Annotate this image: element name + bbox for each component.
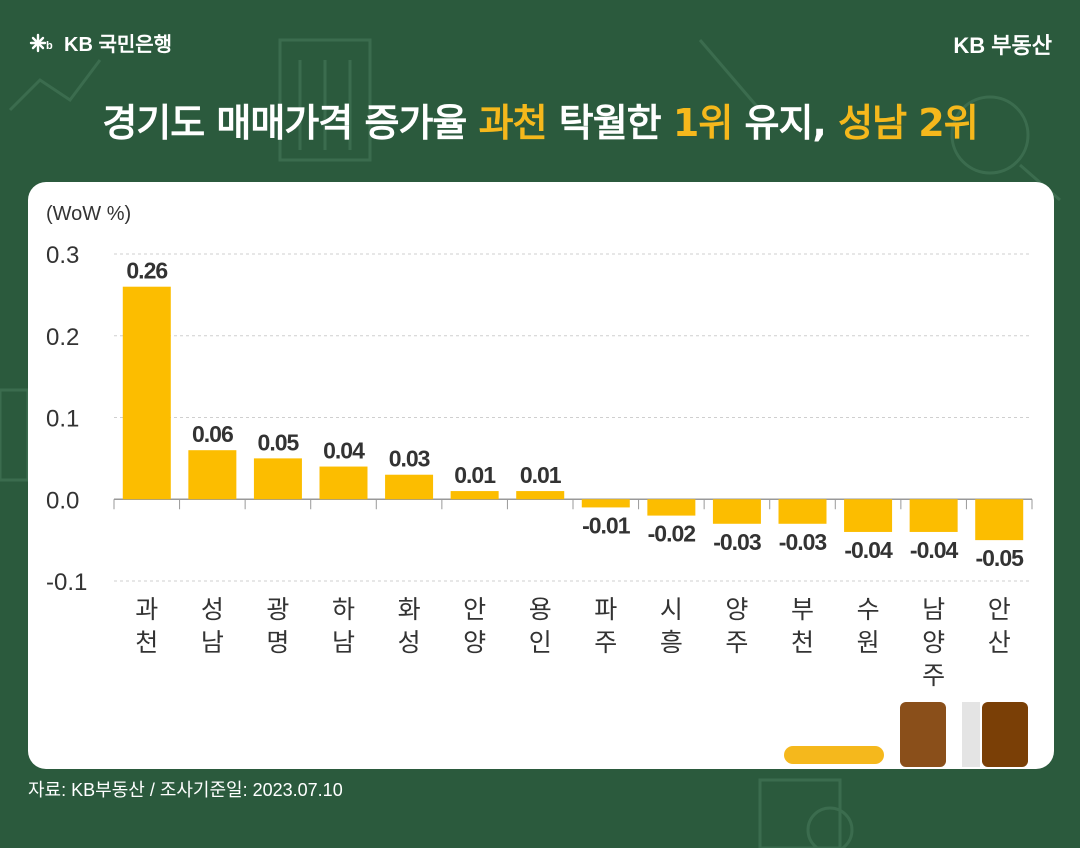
bar-시흥 <box>647 499 696 516</box>
bar-광명 <box>253 458 302 500</box>
data-label: 0.03 <box>389 446 430 472</box>
y-tick-label: 0.2 <box>46 324 79 351</box>
data-label: -0.04 <box>844 537 893 563</box>
bar-남양주 <box>909 499 958 532</box>
title-highlight-3: 성남 2위 <box>838 101 979 145</box>
bar-안산 <box>975 499 1024 541</box>
data-label: 0.06 <box>192 421 233 447</box>
title-highlight-1: 과천 <box>478 101 548 145</box>
title-part-2: 탁월한 <box>546 101 673 145</box>
data-label: 0.01 <box>520 462 562 488</box>
decor-brown-block <box>900 702 946 767</box>
title-part-1: 경기도 매매가격 증가율 <box>102 101 479 145</box>
bar-chart: (WoW %) 0.26 0.06 0.05 0.04 0.03 0.01 0.01 -0.0… <box>46 203 1033 690</box>
title-part-3: 유지, <box>732 101 839 145</box>
bar-안양 <box>450 491 499 500</box>
bar-수원 <box>844 499 893 532</box>
page-title: 경기도 매매가격 증가율 과천 탁월한 1위 유지, 성남 2위 <box>0 92 1080 147</box>
kb-bank-logo: b KB 국민은행 <box>28 28 172 57</box>
bar-과천 <box>122 286 171 500</box>
data-label: 0.04 <box>323 438 365 464</box>
data-label: -0.04 <box>910 537 959 563</box>
bank-name: KB 국민은행 <box>64 34 173 56</box>
svg-text:b: b <box>46 40 53 52</box>
data-label: 0.01 <box>454 462 496 488</box>
data-label: -0.03 <box>713 529 761 555</box>
y-tick-label: 0.0 <box>46 487 79 514</box>
data-label: 0.05 <box>258 429 300 455</box>
bar-성남 <box>188 450 237 500</box>
data-label: -0.01 <box>582 512 631 538</box>
bar-하남 <box>319 466 368 500</box>
y-tick-label: 0.1 <box>46 406 79 433</box>
data-label: -0.03 <box>779 529 827 555</box>
data-label: -0.05 <box>975 545 1024 571</box>
title-highlight-2: 1위 <box>672 101 733 145</box>
star-logo-icon: b <box>29 33 53 52</box>
bar-파주 <box>581 499 630 508</box>
decor-grey-block <box>962 702 980 767</box>
data-label: -0.02 <box>648 521 696 547</box>
data-label: 0.26 <box>126 258 167 284</box>
chart-card: (WoW %) 0.26 0.06 0.05 0.04 0.03 0.01 0.01 -0.0… <box>28 182 1054 769</box>
decor-yellow-bar <box>784 746 884 764</box>
kb-realestate-brand: KB 부동산 <box>953 33 1052 58</box>
source-note: 자료: KB부동산 / 조사기준일: 2023.07.10 <box>28 780 343 800</box>
y-tick-label: -0.1 <box>46 569 87 596</box>
bar-양주 <box>712 499 761 524</box>
bar-용인 <box>516 491 565 500</box>
decor-brown-block-2 <box>982 702 1028 767</box>
bar-부천 <box>778 499 827 524</box>
y-axis-label: (WoW %) <box>46 203 131 225</box>
y-tick-label: 0.3 <box>46 242 79 269</box>
bar-화성 <box>385 474 434 500</box>
